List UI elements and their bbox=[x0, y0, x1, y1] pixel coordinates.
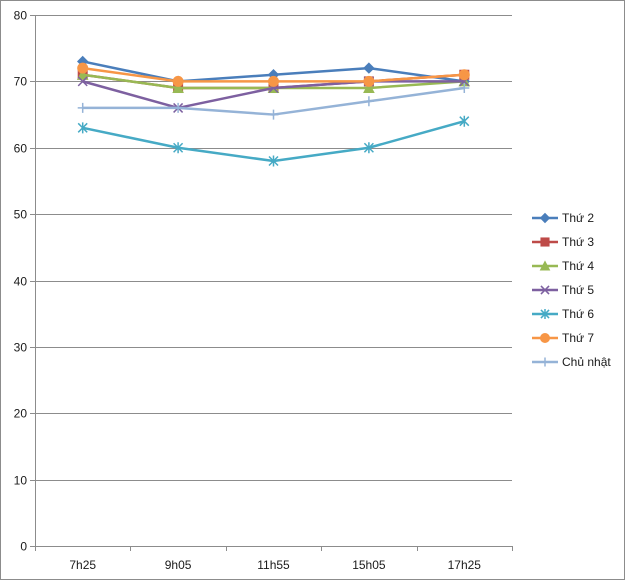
legend-item: Thứ 2 bbox=[532, 211, 594, 225]
data-point bbox=[173, 142, 184, 154]
series-5 bbox=[77, 62, 470, 87]
data-point bbox=[268, 75, 279, 87]
series-4 bbox=[77, 115, 470, 167]
legend-marker bbox=[539, 212, 551, 224]
data-point bbox=[363, 62, 375, 74]
legend-label: Thứ 5 bbox=[562, 283, 594, 297]
data-point bbox=[77, 62, 89, 74]
legend-label: Thứ 4 bbox=[562, 259, 594, 273]
data-point bbox=[77, 76, 88, 87]
axes: 0 10 20 30 40 50 60 70 80 7h25 9h05 11h55 15h05 17h25 bbox=[14, 9, 513, 572]
legend-label: Thứ 3 bbox=[562, 235, 594, 249]
legend-label: Thứ 2 bbox=[562, 211, 594, 225]
data-point bbox=[459, 115, 470, 127]
data-point bbox=[76, 68, 89, 80]
x-tick-label: 11h55 bbox=[257, 558, 290, 572]
data-point bbox=[172, 81, 184, 94]
data-point bbox=[459, 83, 470, 94]
x-tick-label: 17h25 bbox=[448, 558, 482, 572]
legend-item: Thứ 5 bbox=[532, 283, 594, 297]
legend-label: Thứ 7 bbox=[562, 331, 594, 345]
data-point bbox=[268, 155, 279, 167]
legend-marker bbox=[540, 333, 550, 343]
y-tick-label: 10 bbox=[14, 474, 28, 488]
x-tick-label: 15h05 bbox=[352, 558, 386, 572]
y-tick-label: 60 bbox=[14, 142, 28, 156]
data-point bbox=[77, 122, 88, 134]
legend-marker bbox=[540, 237, 550, 247]
y-tick-label: 80 bbox=[14, 9, 28, 23]
y-tick-label: 50 bbox=[14, 208, 28, 222]
data-point bbox=[458, 69, 470, 81]
legend-item: Thứ 6 bbox=[532, 307, 594, 321]
y-tick-label: 20 bbox=[14, 407, 28, 421]
legend-marker bbox=[540, 357, 550, 367]
legend-item: Thứ 7 bbox=[532, 331, 594, 345]
series-lines bbox=[76, 55, 471, 167]
legend-label: Thứ 6 bbox=[562, 307, 594, 321]
data-point bbox=[268, 109, 279, 120]
data-point bbox=[363, 81, 375, 94]
legend-item: Thứ 4 bbox=[532, 259, 594, 273]
legend-marker bbox=[540, 309, 550, 319]
y-tick-label: 40 bbox=[14, 275, 28, 289]
y-tick-label: 0 bbox=[20, 540, 27, 554]
legend-item: Chủ nhật bbox=[532, 355, 611, 369]
data-point bbox=[172, 75, 184, 87]
data-point bbox=[363, 75, 375, 87]
legend-marker bbox=[540, 285, 550, 295]
data-point bbox=[363, 142, 374, 154]
x-tick-label: 7h25 bbox=[69, 558, 96, 572]
legend-label: Chủ nhật bbox=[562, 355, 611, 369]
series-6 bbox=[77, 83, 470, 120]
legend: Thứ 2 Thứ 3 Thứ 4 Thứ 5 Thứ 6 Thứ 7 Chủ nhật bbox=[532, 211, 611, 369]
y-tick-label: 70 bbox=[14, 75, 28, 89]
legend-item: Thứ 3 bbox=[532, 235, 594, 249]
data-point bbox=[363, 96, 374, 107]
data-point bbox=[77, 102, 88, 113]
x-tick-label: 9h05 bbox=[165, 558, 192, 572]
legend-marker bbox=[539, 260, 551, 271]
series-line bbox=[82, 119, 465, 163]
data-point bbox=[173, 102, 184, 113]
y-tick-label: 30 bbox=[14, 341, 28, 355]
